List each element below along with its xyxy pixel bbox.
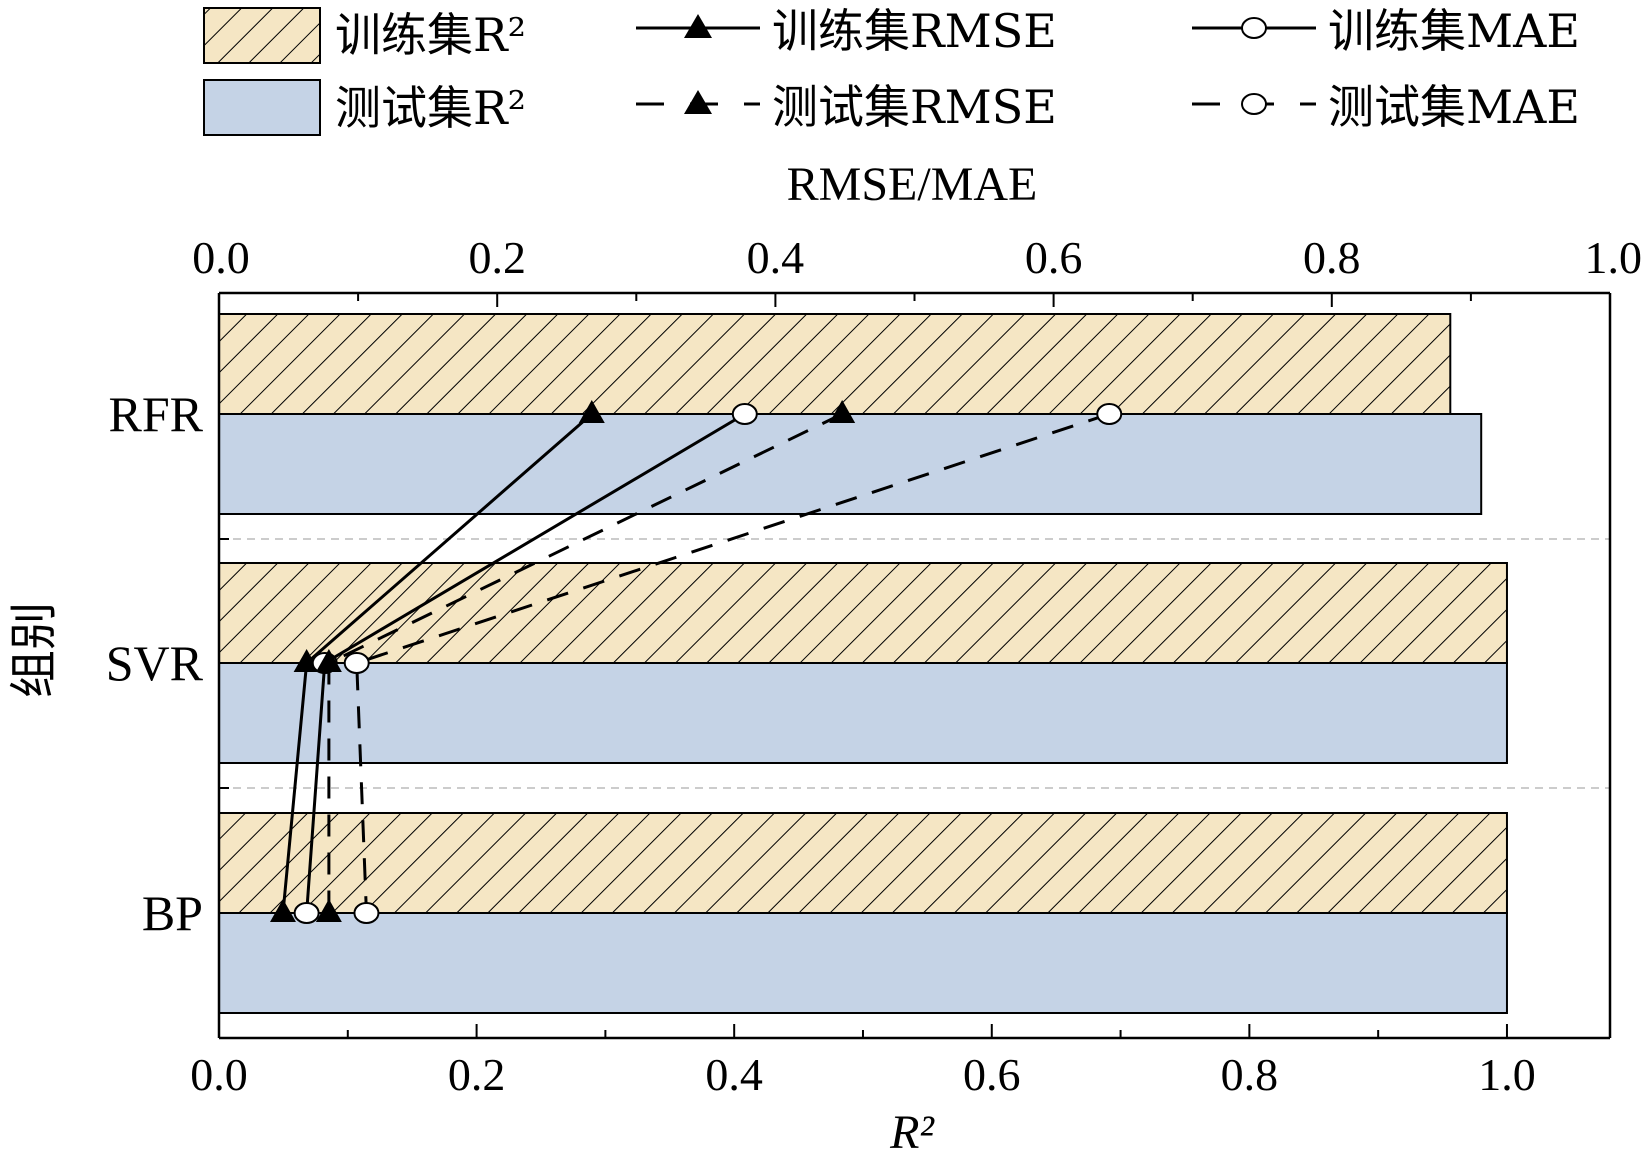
bottom-tick-label-2: 0.4: [705, 1049, 763, 1100]
marker-test-rmse-svr: [315, 649, 342, 672]
legend-label-test-r2: 测试集R²: [335, 81, 526, 135]
legend-swatch-test-r2: [203, 79, 321, 136]
bar-train-r2-svr: [218, 562, 1508, 664]
bar-test-r2-svr: [218, 662, 1508, 764]
metric-markers: [269, 400, 1123, 924]
category-label-svr: SVR: [106, 635, 204, 691]
top-tick-label-5: 1.0: [1585, 232, 1643, 283]
legend-label-test-mae: 测试集MAE: [1328, 80, 1580, 134]
marker-test-mae-rfr: [1096, 403, 1123, 425]
bottom-tick-label-5: 1.0: [1478, 1049, 1536, 1100]
top-tick-label-3: 0.6: [1025, 232, 1083, 283]
legend-item-train-rmse: 训练集RMSE: [636, 4, 1057, 58]
bar-train-r2-rfr: [218, 313, 1452, 415]
bottom-tick-label-4: 0.8: [1221, 1049, 1279, 1100]
marker-train-mae-rfr: [731, 403, 758, 425]
legend-item-test-mae: 测试集MAE: [1192, 80, 1580, 134]
marker-train-rmse-rfr: [578, 400, 605, 423]
bar-train-r2-bp: [218, 812, 1508, 914]
legend-label-train-mae: 训练集MAE: [1328, 4, 1580, 58]
legend: 训练集R² 测试集R² 训练集RMSE 测试集RMSE 训练集MAE 测试集MA…: [203, 4, 1580, 136]
marker-train-rmse-bp: [269, 899, 296, 922]
legend-marker-train-mae: [1241, 17, 1267, 39]
legend-label-train-rmse: 训练集RMSE: [772, 4, 1057, 58]
marker-test-mae-svr: [343, 652, 370, 674]
marker-test-rmse-bp: [315, 899, 342, 922]
bar-test-r2-bp: [218, 912, 1508, 1014]
legend-item-test-r2: 测试集R²: [203, 79, 526, 136]
bottom-tick-label-0: 0.0: [190, 1049, 248, 1100]
top-axis-title: RMSE/MAE: [787, 158, 1038, 211]
legend-item-train-r2: 训练集R²: [203, 7, 526, 64]
category-ticks: RFR SVR BP: [106, 386, 231, 941]
bottom-tick-label-1: 0.2: [448, 1049, 506, 1100]
marker-test-rmse-rfr: [829, 400, 856, 423]
legend-label-train-r2: 训练集R²: [335, 8, 526, 62]
line-test-mae: [355, 412, 1110, 914]
legend-item-train-mae: 训练集MAE: [1192, 4, 1580, 58]
top-tick-label-2: 0.4: [747, 232, 805, 283]
y-axis-title: 组别: [8, 602, 61, 698]
legend-swatch-train-r2: [203, 7, 321, 64]
marker-test-mae-bp: [353, 902, 380, 924]
legend-marker-test-rmse: [684, 90, 712, 114]
category-label-rfr: RFR: [108, 386, 203, 442]
top-tick-label-1: 0.2: [468, 232, 526, 283]
marker-train-mae-bp: [293, 902, 320, 924]
bottom-axis-ticks: 0.0 0.2 0.4 0.6 0.8 1.0: [190, 1024, 1536, 1100]
top-axis-ticks: 0.0 0.2 0.4 0.6 0.8 1.0: [192, 232, 1642, 307]
bottom-axis-title: R²: [889, 1106, 935, 1158]
bars: [218, 313, 1508, 1014]
bottom-tick-label-3: 0.6: [963, 1049, 1021, 1100]
legend-marker-test-mae: [1241, 93, 1267, 115]
legend-marker-train-rmse: [684, 14, 712, 38]
legend-label-test-rmse: 测试集RMSE: [772, 80, 1057, 134]
category-label-bp: BP: [142, 885, 203, 941]
legend-item-test-rmse: 测试集RMSE: [636, 80, 1057, 134]
bar-test-r2-rfr: [218, 413, 1483, 515]
top-tick-label-0: 0.0: [192, 232, 250, 283]
top-tick-label-4: 0.8: [1303, 232, 1361, 283]
